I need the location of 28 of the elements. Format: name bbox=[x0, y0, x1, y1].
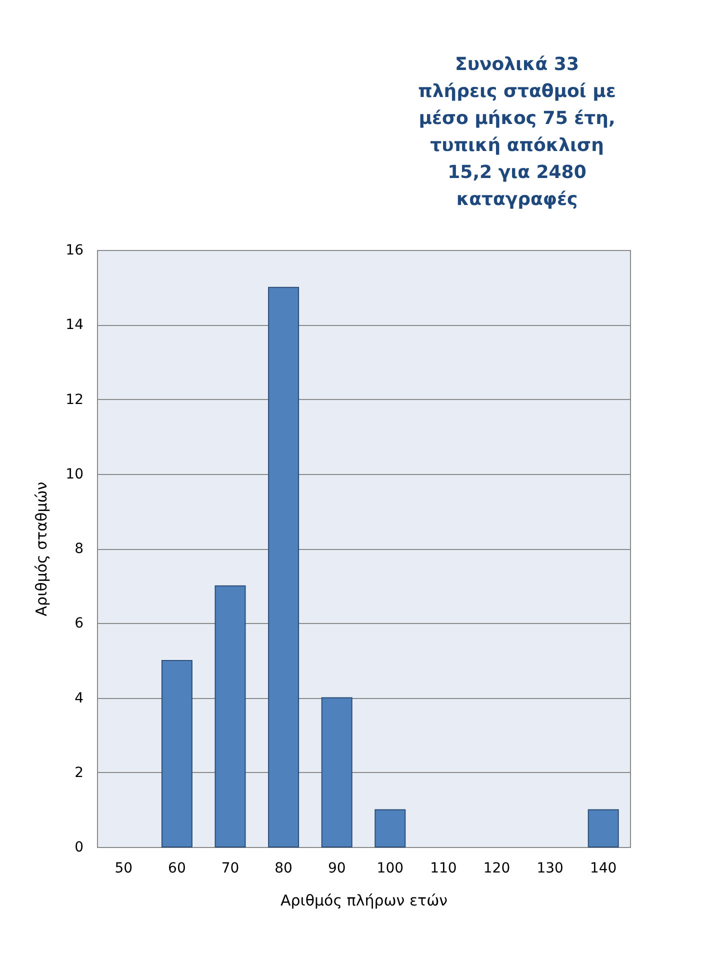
y-tick-label: 2 bbox=[74, 764, 84, 781]
bar bbox=[161, 660, 192, 848]
bar bbox=[214, 585, 246, 848]
y-tick-label: 0 bbox=[74, 840, 84, 856]
y-tick-label: 4 bbox=[74, 690, 84, 706]
x-tick-label: 140 bbox=[590, 860, 617, 876]
y-tick-label: 16 bbox=[66, 242, 84, 258]
x-tick-label: 80 bbox=[274, 860, 292, 876]
x-axis-title: Αριθμός πλήρων ετών bbox=[280, 892, 448, 910]
bar bbox=[588, 809, 619, 848]
x-tick-label: 120 bbox=[483, 860, 510, 876]
y-tick-label: 8 bbox=[74, 541, 84, 557]
x-tick-label: 100 bbox=[376, 860, 404, 876]
x-tick-label: 110 bbox=[430, 860, 457, 876]
bar bbox=[268, 286, 300, 848]
x-tick-label: 70 bbox=[221, 860, 240, 876]
x-tick-label: 130 bbox=[536, 860, 564, 876]
bar bbox=[321, 697, 352, 848]
bar bbox=[374, 809, 406, 848]
y-tick-label: 10 bbox=[66, 466, 84, 482]
y-tick-label: 14 bbox=[66, 317, 84, 334]
text: Συνολικά 33 πλήρεις σταθμοί με μέσο μήκος 75 έτη, τυπική απόκλιση 15,2 για 2480 καταγραφές bbox=[418, 54, 616, 210]
y-axis-title: Αριθμός σταθμών bbox=[32, 482, 51, 616]
x-tick-label: 60 bbox=[168, 860, 186, 876]
y-tick-label: 12 bbox=[66, 392, 84, 408]
y-tick-label: 6 bbox=[74, 616, 84, 632]
x-tick-label: 90 bbox=[328, 860, 346, 876]
x-tick-label: 50 bbox=[114, 860, 133, 876]
